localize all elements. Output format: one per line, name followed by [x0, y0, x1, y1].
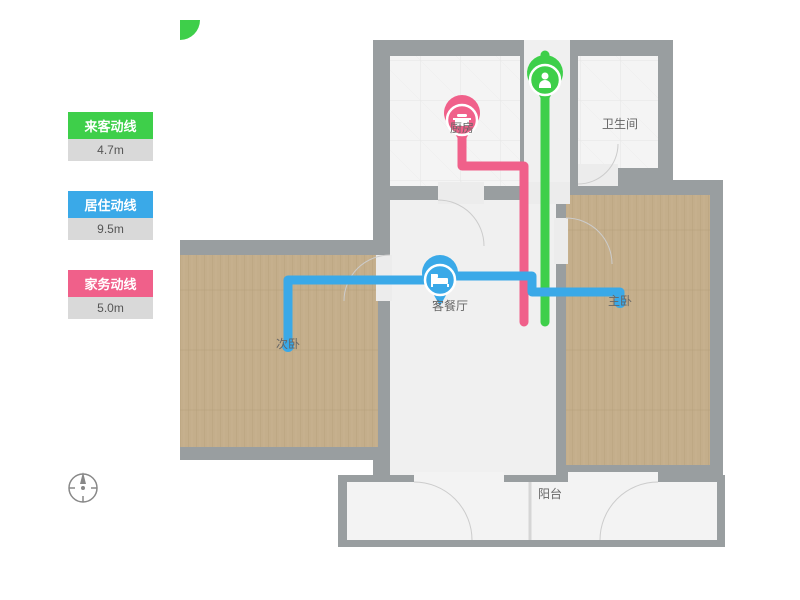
- legend-item-guest: 来客动线 4.7m: [68, 112, 153, 161]
- legend-label: 来客动线: [68, 112, 153, 139]
- master-label: 主卧: [608, 294, 632, 308]
- legend-item-housework: 家务动线 5.0m: [68, 270, 153, 319]
- guest-marker-icon: [180, 20, 200, 40]
- balcony-label: 阳台: [538, 486, 562, 501]
- legend-value: 4.7m: [68, 139, 153, 161]
- living-label: 客餐厅: [432, 298, 468, 313]
- kitchen-label: 厨房: [450, 120, 474, 135]
- legend-label: 居住动线: [68, 191, 153, 218]
- floorplan: 厨房 卫生间 客餐厅 主卧 次卧 阳台: [180, 20, 725, 560]
- bathroom-label: 卫生间: [602, 117, 638, 131]
- legend-value: 9.5m: [68, 218, 153, 240]
- markers: [180, 20, 200, 40]
- legend-value: 5.0m: [68, 297, 153, 319]
- legend-label: 家务动线: [68, 270, 153, 297]
- legend-item-living: 居住动线 9.5m: [68, 191, 153, 240]
- legend: 来客动线 4.7m 居住动线 9.5m 家务动线 5.0m: [68, 112, 153, 349]
- compass-icon: [65, 470, 101, 511]
- second-label: 次卧: [276, 337, 300, 351]
